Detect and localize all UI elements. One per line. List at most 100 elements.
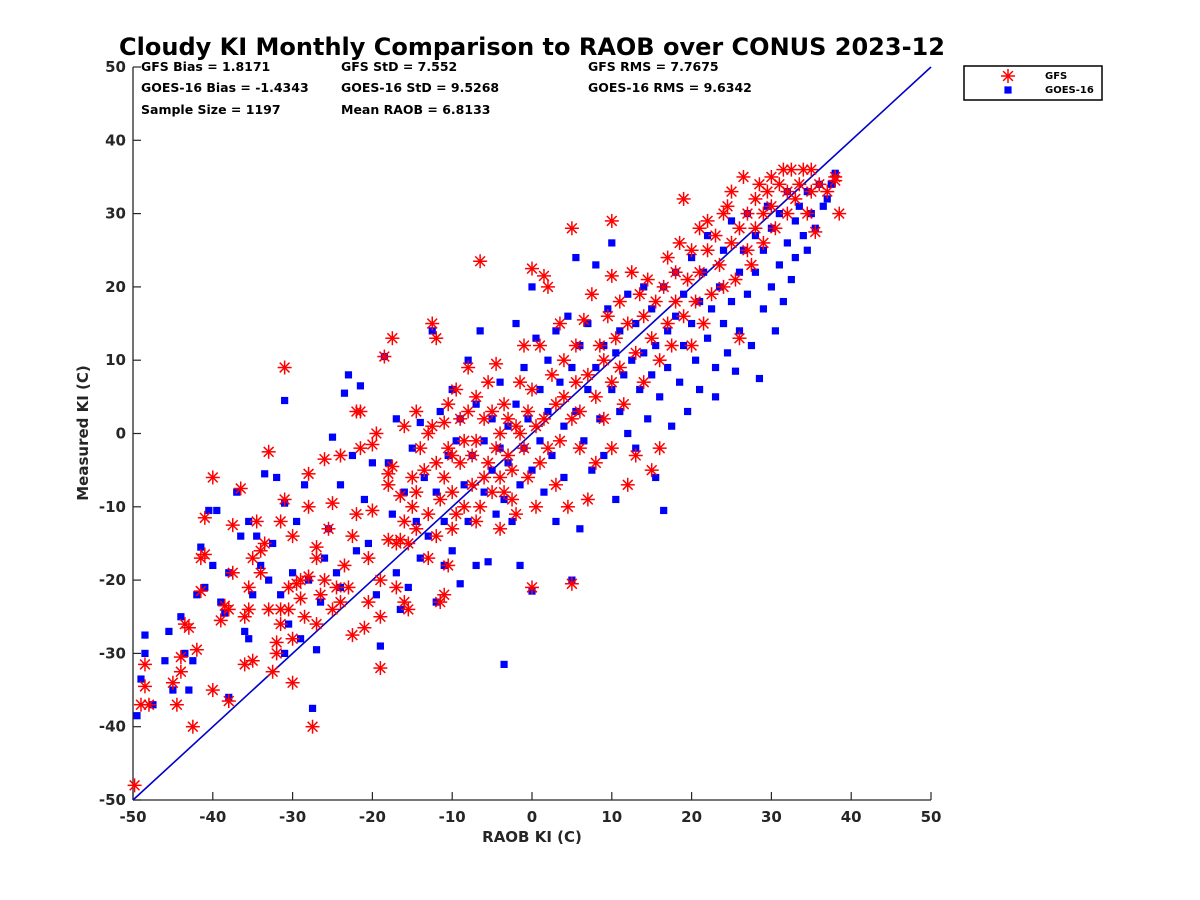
asterisk-stroke [590, 457, 602, 469]
asterisk-stroke [167, 677, 179, 689]
goes-16-point [719, 319, 728, 328]
asterisk-stroke [614, 362, 626, 373]
stat-text: GFS StD = 7.552 [341, 59, 457, 74]
goes-16-point [141, 649, 149, 657]
gfs-point [493, 521, 508, 536]
goes-16-point [791, 217, 799, 225]
goes-16-point [336, 481, 345, 489]
gfs-point [704, 287, 719, 302]
goes-16-point [376, 642, 384, 650]
gfs-point [485, 404, 500, 419]
goes-16-point [504, 422, 512, 430]
goes-16-point [608, 385, 616, 394]
asterisk-stroke [235, 483, 247, 494]
gfs-point [401, 602, 416, 617]
gfs-point [660, 316, 675, 331]
gfs-point [425, 316, 440, 331]
asterisk-stroke [490, 442, 502, 454]
goes-16-point [464, 356, 472, 364]
gfs-point [301, 569, 316, 584]
goes-16-point [133, 712, 141, 720]
goes-16-point [703, 231, 712, 240]
gfs-point [405, 499, 420, 514]
goes-16-point [464, 517, 472, 526]
gfs-point [221, 602, 236, 617]
gfs-point [269, 635, 284, 650]
asterisk-stroke [765, 200, 777, 212]
asterisk-stroke [227, 519, 239, 531]
gfs-point [489, 441, 504, 456]
goes-16-point [420, 473, 428, 482]
gfs-point [445, 521, 460, 536]
asterisk-stroke [634, 288, 646, 300]
asterisk-stroke [335, 450, 346, 461]
gfs-point [648, 294, 663, 309]
asterisk-stroke [279, 494, 291, 505]
x-tick-label: 0 [527, 808, 537, 826]
goes-16-point [759, 246, 768, 254]
gfs-point [473, 254, 488, 269]
goes-16-point [269, 539, 277, 548]
legend-gfs-marker [1001, 69, 1015, 83]
asterisk-stroke [510, 420, 522, 432]
gfs-point [756, 235, 771, 250]
gfs-point [497, 397, 512, 412]
goes-16-point [803, 246, 811, 254]
goes-16-point [783, 239, 791, 247]
goes-16-point [428, 327, 436, 335]
gfs-point [257, 536, 272, 551]
gfs-point [700, 213, 715, 228]
asterisk-stroke [135, 699, 147, 711]
asterisk-stroke [678, 310, 690, 322]
gfs-point [728, 272, 743, 287]
goes-16-point [560, 473, 568, 482]
gfs-point [165, 675, 180, 690]
gfs-point [485, 485, 500, 500]
asterisk-stroke [566, 222, 578, 234]
asterisk-stroke [797, 164, 809, 176]
gfs-point [353, 441, 368, 456]
goes-16-point [719, 246, 728, 254]
asterisk-stroke [370, 428, 382, 439]
asterisk-stroke [362, 596, 374, 608]
goes-16-point [292, 517, 301, 526]
asterisk-stroke [339, 560, 350, 571]
asterisk-stroke [175, 651, 187, 663]
goes-16-point [656, 393, 664, 401]
gfs-point [716, 206, 731, 221]
gfs-point [409, 521, 424, 536]
gfs-point [337, 558, 352, 573]
gfs-point [568, 338, 583, 353]
gfs-point [740, 243, 755, 258]
gfs-point [321, 521, 336, 536]
gfs-point [281, 602, 296, 617]
goes-16-point [452, 437, 460, 445]
goes-16-point [644, 415, 652, 423]
goes-16-point [648, 371, 656, 379]
asterisk-stroke [518, 442, 530, 454]
asterisk-stroke [438, 472, 450, 483]
gfs-point [732, 221, 747, 236]
gfs-point [413, 441, 428, 456]
goes-16-point [253, 532, 261, 540]
gfs-point [664, 338, 679, 353]
gfs-point [628, 345, 643, 360]
asterisk-stroke [630, 347, 642, 359]
gfs-point [469, 514, 484, 529]
goes-16-point [540, 488, 548, 496]
goes-16-point [277, 591, 285, 599]
goes-16-point [372, 591, 380, 599]
gfs-point [612, 294, 627, 309]
gfs-point [564, 221, 579, 236]
gfs-point [548, 477, 563, 492]
asterisk-stroke [490, 358, 502, 370]
goes-16-point [767, 283, 775, 291]
gfs-point [828, 173, 843, 188]
goes-16-point [532, 334, 540, 342]
gfs-point [193, 584, 208, 599]
goes-16-point [652, 473, 660, 482]
gfs-point [437, 470, 452, 485]
gfs-point [261, 444, 276, 459]
asterisk-stroke [702, 215, 713, 227]
goes-16-point [660, 506, 668, 515]
